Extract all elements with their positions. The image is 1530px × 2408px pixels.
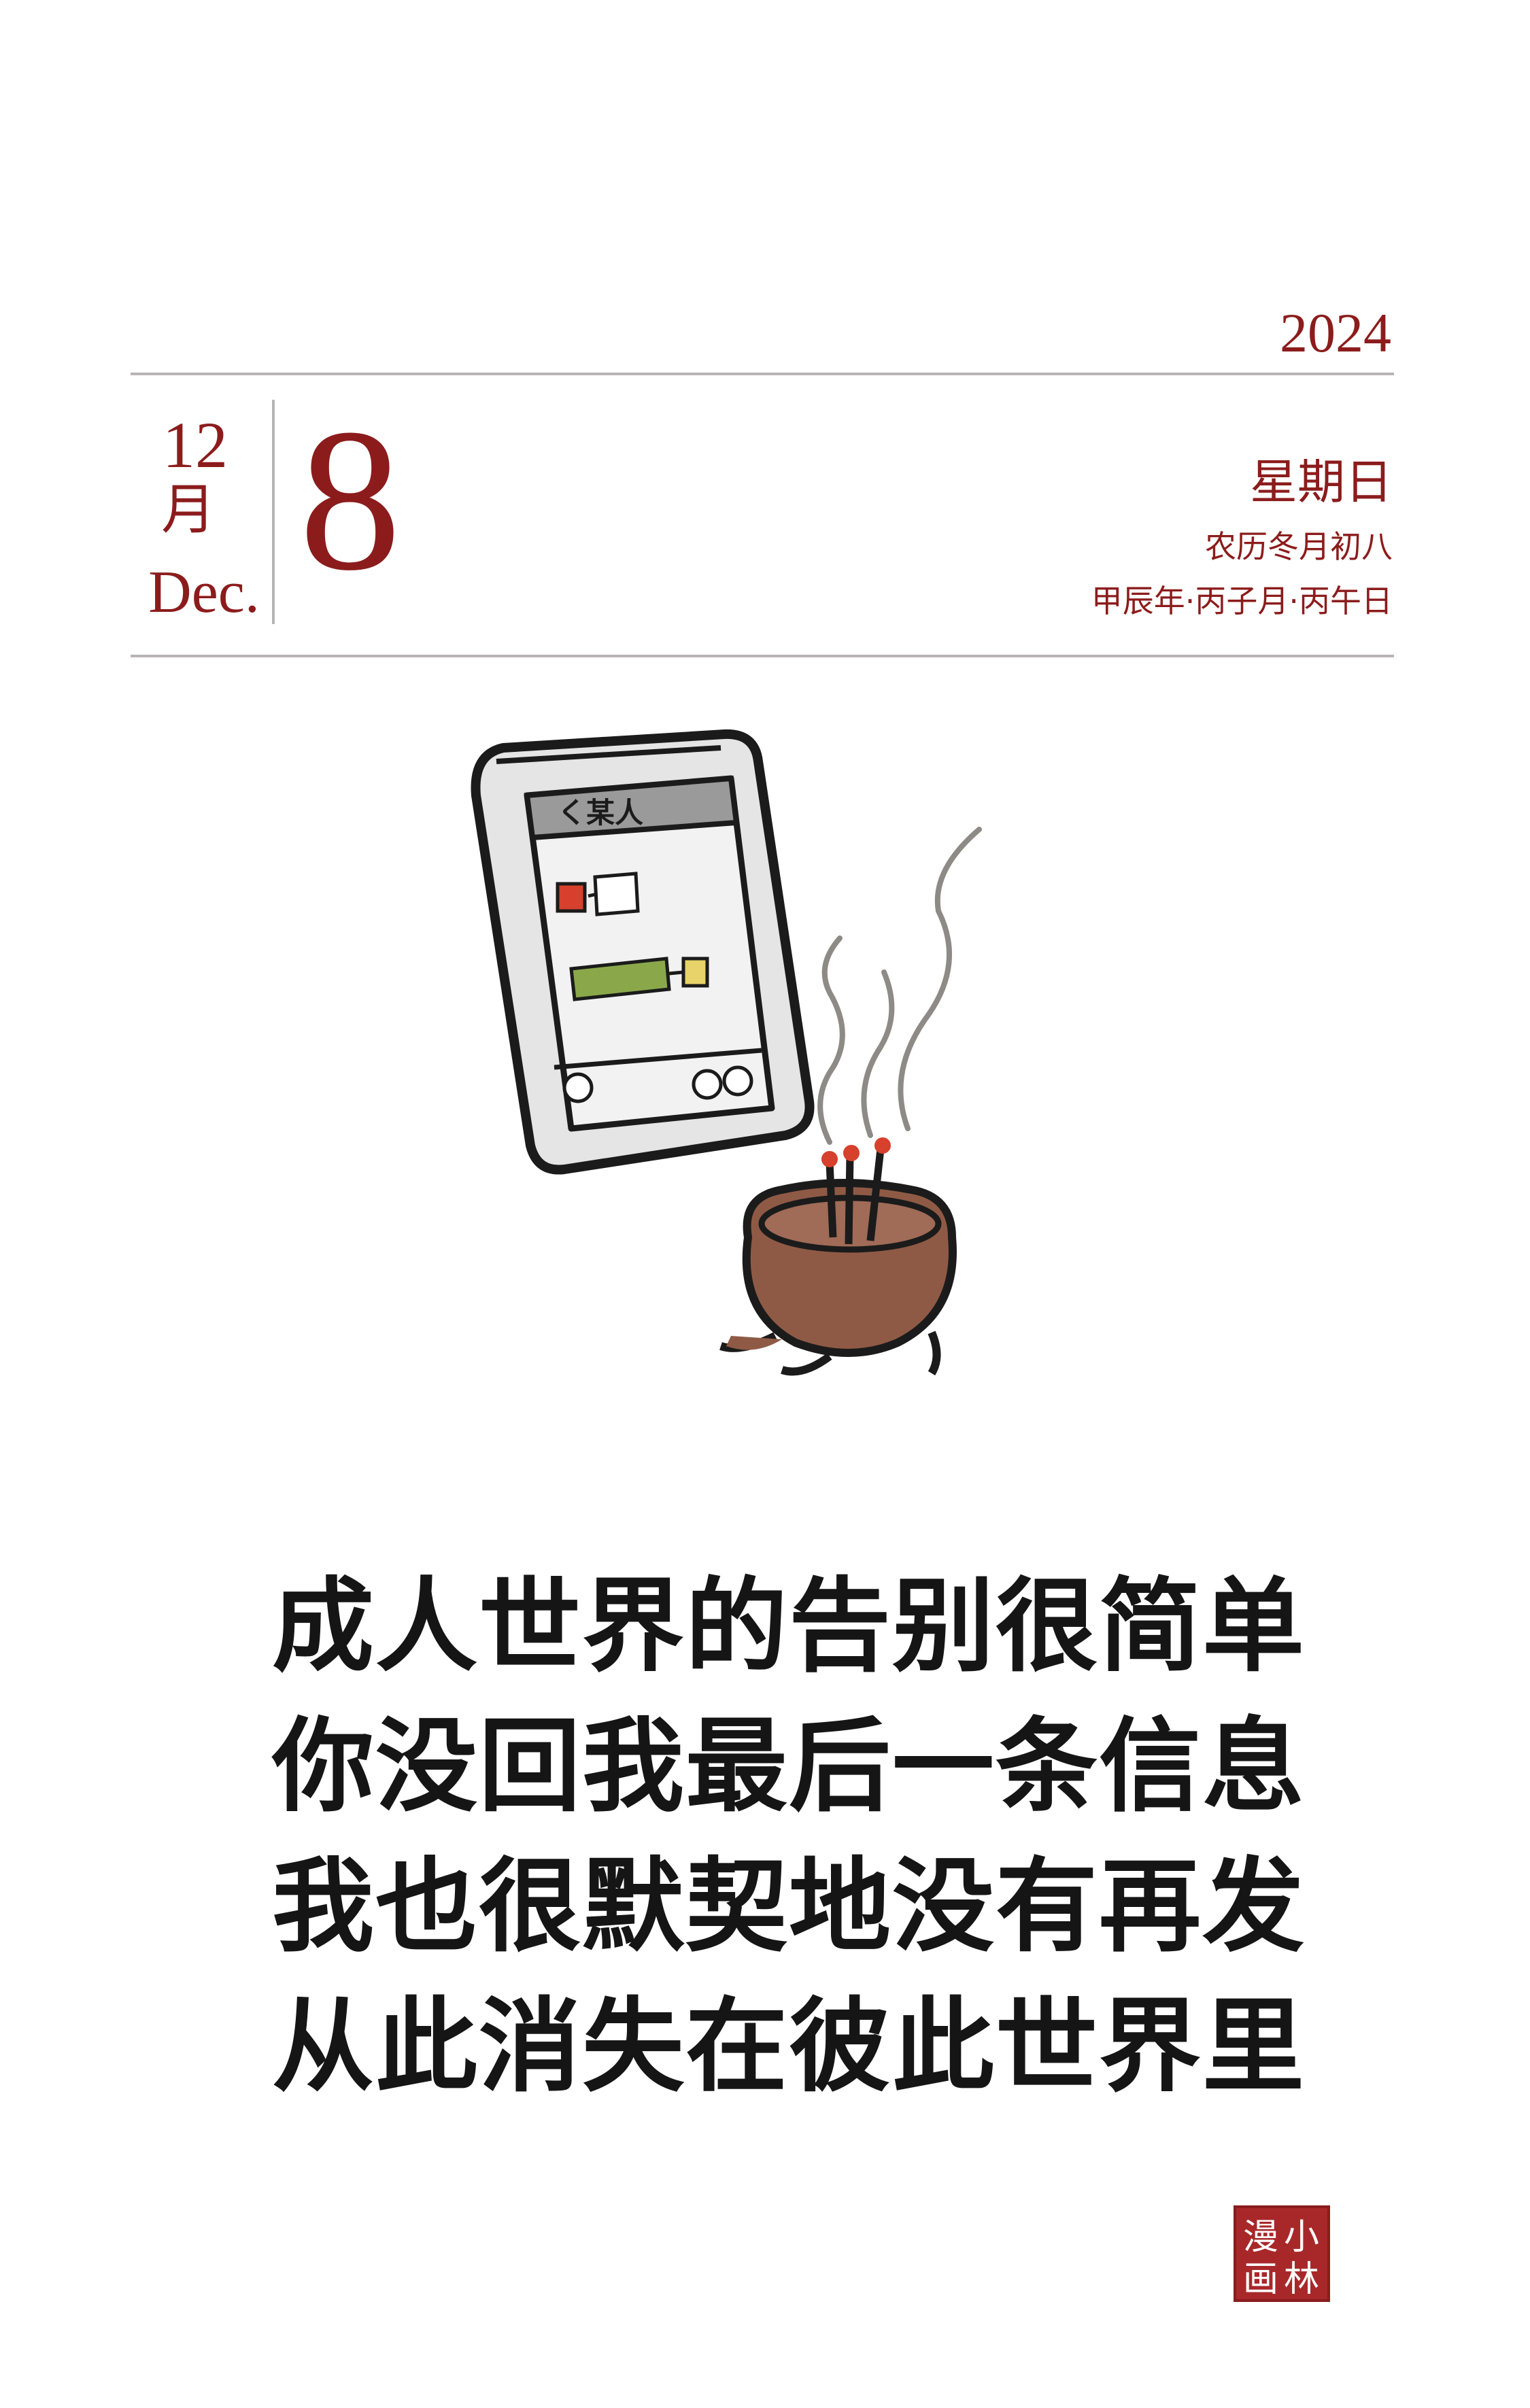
lunar-date: 农历冬月初八: [1205, 528, 1393, 565]
phone-drawing: く某人: [471, 729, 815, 1175]
poem-line-2: 你没回我最后一条信息: [272, 1708, 1306, 1826]
year: 2024: [1280, 302, 1391, 364]
poem-line-3: 我也很默契地没有再发: [272, 1848, 1306, 1966]
day-number: 8: [299, 387, 401, 613]
incense-burner: [719, 1137, 957, 1376]
emoji-icon: [692, 1069, 723, 1100]
yellow-chat-dot: [681, 957, 709, 988]
top-divider: [131, 373, 1394, 375]
svg-text:漫: 漫: [1243, 2217, 1278, 2258]
svg-text:画: 画: [1243, 2259, 1278, 2300]
bottom-divider: [131, 655, 1394, 657]
illustration-phone-incense: く某人: [471, 729, 982, 1376]
phone-contact-label: く某人: [558, 796, 643, 829]
plus-icon: [722, 1065, 753, 1097]
ganzhi-date: 甲辰年·丙子月·丙午日: [1091, 583, 1393, 619]
svg-text:林: 林: [1284, 2259, 1319, 2300]
svg-text:小: 小: [1284, 2217, 1319, 2258]
artist-seal: 小 林 漫 画: [1234, 2205, 1330, 2302]
poem-line-4: 从此消失在彼此世界里: [272, 1988, 1306, 2106]
incense-smoke: [817, 827, 982, 1145]
green-message-bubble: [569, 957, 671, 1001]
weekday: 星期日: [1250, 454, 1393, 510]
month-chinese: 月: [161, 478, 216, 541]
poem-line-1: 成人世界的告别很简单: [272, 1568, 1306, 1686]
red-chat-dot: [556, 882, 587, 913]
month-english: Dec.: [148, 560, 260, 625]
month-number: 12: [163, 409, 228, 481]
voice-icon: [562, 1072, 594, 1103]
vertical-divider: [272, 400, 275, 624]
poem: 成人世界的告别很简单 你没回我最后一条信息 我也很默契地没有再发 从此消失在彼此…: [272, 1557, 1306, 2117]
